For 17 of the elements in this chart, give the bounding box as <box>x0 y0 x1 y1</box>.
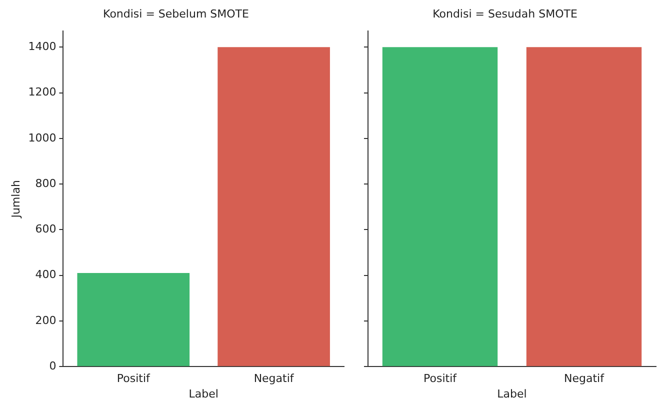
chart-title: Kondisi = Sesudah SMOTE <box>432 7 578 20</box>
x-axis-title: Label <box>497 387 527 400</box>
x-axis-title: Label <box>188 387 218 400</box>
chart-title: Kondisi = Sebelum SMOTE <box>103 7 250 20</box>
y-tick-label: 1400 <box>28 40 56 54</box>
y-tick-label: 200 <box>35 314 56 327</box>
x-tick-label: Positif <box>424 372 458 386</box>
y-tick-label: 1200 <box>28 86 56 99</box>
x-tick-label: Positif <box>116 372 152 386</box>
y-tick-label: 1000 <box>28 131 56 144</box>
x-tick-label: Negatif <box>254 372 295 386</box>
y-tick-label: 800 <box>35 176 56 190</box>
y-tick-label: 400 <box>35 268 56 282</box>
y-tick-label: 0 <box>49 359 56 372</box>
y-axis-title: Jumlah <box>9 180 22 219</box>
x-tick-label: Negatif <box>564 372 606 386</box>
y-tick-label: 600 <box>35 222 56 236</box>
